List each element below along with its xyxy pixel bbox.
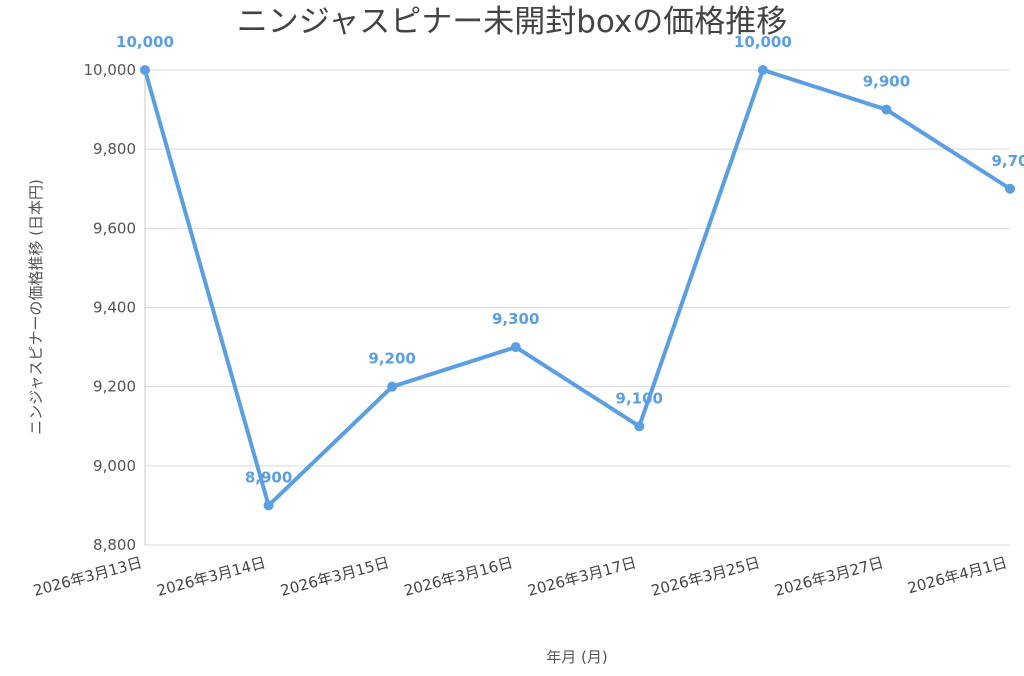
series-points [140, 65, 1015, 511]
x-tick-label: 2026年4月1日 [906, 553, 1009, 597]
data-point [140, 65, 150, 75]
y-axis-ticks: 8,800 9,000 9,200 9,400 9,600 9,800 10,000 [84, 61, 137, 554]
x-tick-label: 2026年3月27日 [773, 553, 886, 599]
y-tick-label: 9,200 [93, 378, 136, 396]
y-tick-label: 9,600 [93, 219, 136, 237]
series-line [143, 68, 1012, 508]
x-tick-label: 2026年3月25日 [649, 553, 762, 599]
data-label: 9,70 [991, 152, 1024, 170]
x-axis-ticks: 2026年3月13日 2026年3月14日 2026年3月15日 2026年3月16日… [31, 553, 1009, 599]
x-tick-label: 2026年3月14日 [155, 553, 268, 599]
data-label: 10,000 [116, 33, 174, 51]
data-point [881, 104, 892, 115]
data-label: 9,300 [492, 310, 539, 328]
data-point [1005, 183, 1015, 194]
y-tick-label: 9,800 [93, 140, 136, 158]
data-label: 9,100 [616, 389, 663, 407]
x-axis-title: 年月 (月) [546, 648, 607, 666]
data-label: 10,000 [734, 33, 792, 51]
data-point [263, 500, 274, 511]
data-point [510, 342, 521, 353]
x-tick-label: 2026年3月16日 [402, 553, 515, 599]
series-line-group [143, 68, 1012, 508]
data-point [757, 65, 768, 75]
y-tick-label: 9,000 [93, 457, 136, 475]
y-tick-label: 9,400 [93, 299, 136, 317]
data-label: 8,900 [245, 468, 292, 486]
data-label: 9,200 [368, 350, 415, 368]
data-label: 9,900 [863, 73, 910, 91]
y-tick-label: 8,800 [93, 536, 136, 554]
y-tick-label: 10,000 [84, 61, 137, 79]
x-tick-label: 2026年3月15日 [279, 553, 392, 599]
data-labels: 10,000 8,900 9,200 9,300 9,100 10,000 9,900 9,7… [116, 33, 1024, 486]
x-tick-label: 2026年3月17日 [526, 553, 639, 599]
data-point [634, 421, 645, 432]
data-point [387, 381, 398, 392]
chart-title: ニンジャスピナー未開封boxの価格推移 [237, 4, 788, 40]
y-axis-title: ニンジャスピナーの価格推移 (日本円) [27, 179, 45, 435]
x-tick-label: 2026年3月13日 [31, 553, 144, 599]
